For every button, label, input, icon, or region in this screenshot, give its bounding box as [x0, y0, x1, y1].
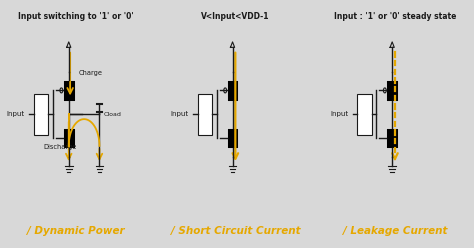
Text: Cload: Cload: [104, 112, 121, 117]
Bar: [357, 93, 372, 135]
Text: Charge: Charge: [79, 70, 102, 76]
Bar: [386, 80, 398, 101]
Bar: [227, 128, 238, 149]
Text: Input : '1' or '0' steady state: Input : '1' or '0' steady state: [334, 12, 456, 21]
Text: / Dynamic Power: / Dynamic Power: [27, 226, 125, 236]
Text: V<Input<VDD-1: V<Input<VDD-1: [201, 12, 270, 21]
Text: Discharge: Discharge: [44, 144, 77, 150]
Text: Input: Input: [7, 111, 25, 117]
Text: / Short Circuit Current: / Short Circuit Current: [171, 226, 300, 236]
Bar: [63, 80, 75, 101]
Text: Input: Input: [330, 111, 348, 117]
Bar: [227, 80, 238, 101]
Bar: [34, 93, 48, 135]
Bar: [63, 128, 75, 149]
Text: / Leakage Current: / Leakage Current: [343, 226, 447, 236]
Text: Input switching to '1' or '0': Input switching to '1' or '0': [18, 12, 134, 21]
Bar: [386, 128, 398, 149]
Text: Input: Input: [171, 111, 189, 117]
Bar: [198, 93, 212, 135]
